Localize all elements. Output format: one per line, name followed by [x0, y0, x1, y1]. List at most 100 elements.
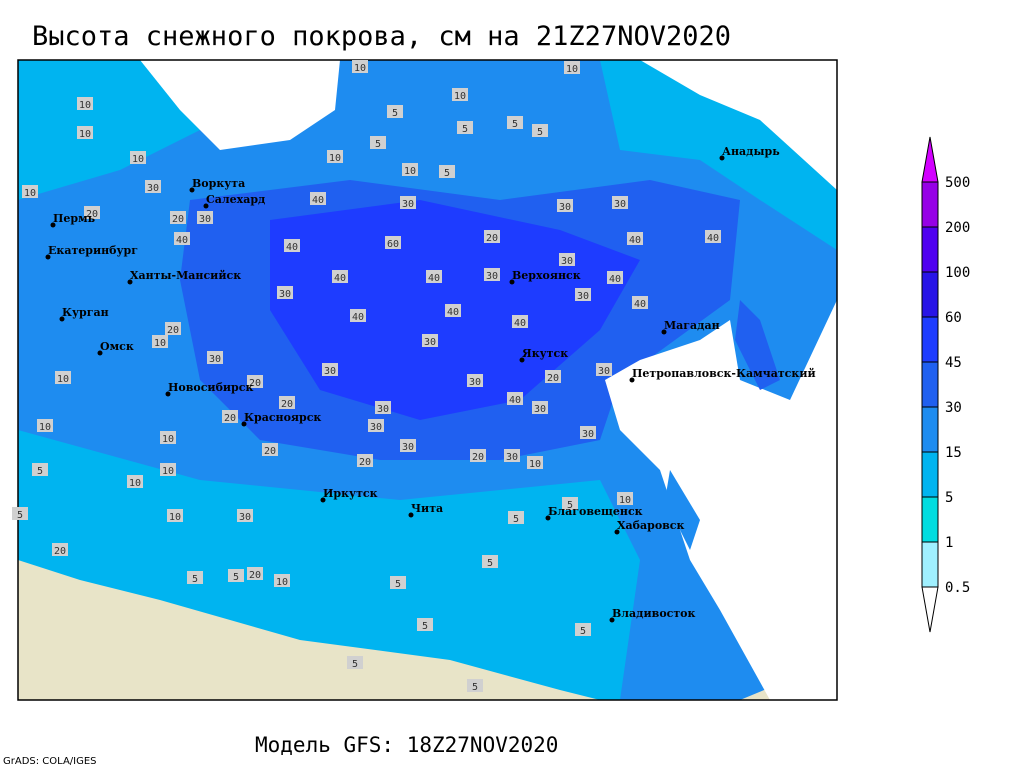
contour-label: 5	[512, 119, 518, 130]
contour-label-bg	[187, 571, 203, 584]
contour-label-bg	[467, 679, 483, 692]
contour-label: 40	[514, 318, 526, 329]
contour-label: 5	[444, 168, 450, 179]
contour-label: 5	[422, 621, 428, 632]
city-label: Пермь	[53, 212, 96, 225]
contour-label-bg	[575, 623, 591, 636]
contour-label-bg	[562, 497, 578, 510]
contour-label-bg	[279, 396, 295, 409]
contour-label: 5	[37, 466, 43, 477]
contour-label-bg	[368, 419, 384, 432]
contour-label: 40	[428, 273, 440, 284]
contour-label: 40	[707, 233, 719, 244]
colorbar-swatch	[921, 406, 939, 453]
city-label: Воркута	[192, 177, 245, 190]
contour-label-bg	[22, 185, 38, 198]
contour-label: 30	[209, 354, 221, 365]
contour-label-bg	[174, 232, 190, 245]
contour-label-bg	[167, 509, 183, 522]
colorbar-swatch	[921, 361, 939, 408]
contour-label: 30	[199, 214, 211, 225]
contour-label-bg	[165, 322, 181, 335]
contour-label: 5	[472, 682, 478, 693]
city-dot	[127, 279, 133, 285]
contour-label: 20	[472, 452, 484, 463]
contour-label: 30	[469, 377, 481, 388]
contour-label: 10	[57, 374, 69, 385]
contour-label-bg	[152, 335, 168, 348]
colorbar-label: 30	[945, 400, 962, 416]
contour-label: 30	[402, 442, 414, 453]
contour-label: 5	[17, 510, 23, 521]
contour-label: 10	[454, 91, 466, 102]
city-label: Анадырь	[722, 145, 780, 158]
sea	[640, 60, 837, 190]
contour-label-bg	[545, 370, 561, 383]
contour-label-bg	[77, 97, 93, 110]
contour-label: 30	[614, 199, 626, 210]
contour-label: 5	[192, 574, 198, 585]
contour-label-bg	[247, 567, 263, 580]
colorbar-label: 45	[945, 355, 962, 371]
contour-label-bg	[390, 576, 406, 589]
contour-label-bg	[274, 574, 290, 587]
city-dot	[614, 529, 620, 535]
city-label: Хабаровск	[617, 519, 684, 532]
sakhalin	[665, 470, 700, 550]
contour-label-bg	[160, 463, 176, 476]
contour-label: 20	[249, 570, 261, 581]
contour-label-bg	[557, 199, 573, 212]
contour-label-bg	[508, 511, 524, 524]
contour-label: 30	[424, 337, 436, 348]
contour-label-bg	[327, 150, 343, 163]
contour-label-bg	[617, 492, 633, 505]
contour-label-bg	[277, 286, 293, 299]
contour-label-bg	[632, 296, 648, 309]
city-dot	[241, 421, 247, 427]
contour-label: 10	[39, 422, 51, 433]
contour-label: 10	[162, 434, 174, 445]
contour-label-bg	[467, 374, 483, 387]
colorbar-high	[921, 136, 939, 183]
city-dot	[59, 316, 65, 322]
city-dot	[609, 617, 615, 623]
city-label: Якутск	[522, 347, 568, 360]
contour-label: 10	[619, 495, 631, 506]
city-dot	[45, 254, 51, 260]
contour-label: 20	[486, 233, 498, 244]
contour-label-bg	[55, 371, 71, 384]
title: Высота снежного покрова, см на 21Z27NOV2…	[32, 21, 731, 52]
colorbar-label: 60	[945, 310, 962, 326]
contour-label: 30	[561, 256, 573, 267]
map-frame	[17, 59, 838, 701]
contour-label-bg	[627, 232, 643, 245]
city-label: Магадан	[664, 319, 720, 332]
colorbar-label: 5	[945, 490, 953, 506]
city-dot	[189, 187, 195, 193]
contour-label-bg	[310, 192, 326, 205]
contour-label-bg	[37, 419, 53, 432]
contour-label-bg	[507, 116, 523, 129]
contour-label-bg	[484, 268, 500, 281]
colorbar-swatch	[921, 271, 939, 318]
contour-label: 5	[580, 626, 586, 637]
contour-label-bg	[452, 88, 468, 101]
city-label: Курган	[62, 306, 109, 319]
city-label: Ханты-Мансийск	[130, 269, 241, 282]
contour-label: 10	[162, 466, 174, 477]
contour-label: 30	[377, 404, 389, 415]
colorbar-low	[921, 586, 939, 633]
city-label: Екатеринбург	[48, 244, 138, 257]
contour-label-bg	[575, 288, 591, 301]
colorbar-swatch	[921, 496, 939, 543]
colorbar-label: 100	[945, 265, 970, 281]
contour-label: 10	[79, 100, 91, 111]
contour-label-bg	[512, 315, 528, 328]
city-label: Иркутск	[323, 487, 378, 500]
contour-label-bg	[504, 449, 520, 462]
contour-label: 5	[375, 139, 381, 150]
contour-label: 5	[537, 127, 543, 138]
contour-label: 20	[86, 209, 98, 220]
